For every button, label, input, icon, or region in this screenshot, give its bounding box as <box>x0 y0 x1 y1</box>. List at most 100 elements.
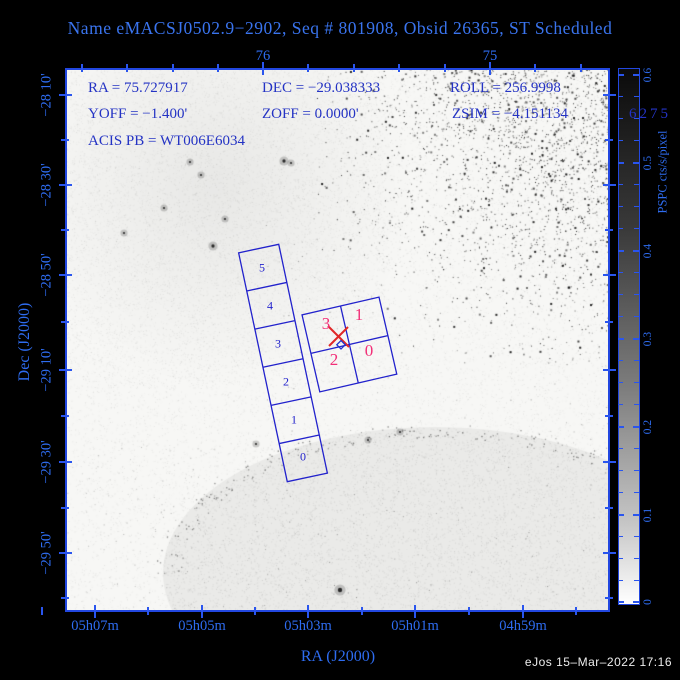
axis-tick <box>398 64 400 72</box>
axis-tick <box>217 64 219 72</box>
axis-tick <box>634 183 639 185</box>
axis-tick <box>602 461 616 463</box>
acis-s-chip-label: 5 <box>259 260 265 275</box>
param-zsim-overflow: 6275 <box>629 106 671 122</box>
y-tick-label: −29 30' <box>38 440 55 484</box>
axis-tick <box>618 514 624 516</box>
acis-i-chip-label: 3 <box>321 314 331 333</box>
axis-tick <box>254 607 256 615</box>
axis-tick <box>618 227 623 229</box>
acis-i-chip-label: 2 <box>329 350 339 369</box>
axis-tick <box>634 139 639 141</box>
axis-tick <box>618 426 624 428</box>
axis-tick <box>634 205 639 207</box>
axis-tick <box>534 64 536 72</box>
x-bottom-tick-label: 05h03m <box>284 618 332 634</box>
axis-tick <box>618 381 623 383</box>
axis-tick <box>618 315 623 317</box>
axis-tick <box>605 597 613 599</box>
axis-tick <box>634 381 639 383</box>
axis-tick <box>605 139 613 141</box>
axis-tick <box>618 250 624 252</box>
axis-tick <box>634 447 639 449</box>
colorbar <box>618 68 640 605</box>
colorbar-tick-label: 0 <box>642 599 654 605</box>
y-tick-label: −29 10' <box>38 348 55 392</box>
axis-tick <box>61 139 69 141</box>
axis-tick <box>634 161 639 163</box>
acis-s-chip-label: 2 <box>283 374 289 389</box>
param-acis-pb: ACIS PB = WT006E6034 <box>88 133 245 149</box>
y-tick-label: −28 10' <box>38 73 55 117</box>
axis-tick <box>618 535 623 537</box>
axis-tick <box>602 369 616 371</box>
colorbar-tick-label: 0.3 <box>642 331 654 347</box>
x-axis-title: RA (J2000) <box>300 648 376 665</box>
axis-tick <box>61 415 69 417</box>
axis-tick <box>634 249 639 251</box>
axis-tick <box>633 162 639 164</box>
y-tick-label: −28 30' <box>38 163 55 207</box>
axis-tick <box>605 229 613 231</box>
axis-tick <box>605 507 613 509</box>
axis-tick <box>618 403 623 405</box>
colorbar-tick-label: 0.6 <box>642 67 654 83</box>
x-bottom-tick-label: 05h01m <box>391 618 439 634</box>
axis-tick <box>618 359 623 361</box>
axis-tick <box>61 229 69 231</box>
axis-tick <box>444 64 446 72</box>
colorbar-tick-label: 0.1 <box>642 507 654 523</box>
axis-tick <box>618 95 623 97</box>
plot-title: Name eMACSJ0502.9−2902, Seq # 801908, Ob… <box>67 18 613 38</box>
axis-tick <box>618 183 623 185</box>
axis-tick <box>605 415 613 417</box>
axis-tick <box>353 64 355 72</box>
axis-tick <box>58 552 72 554</box>
axis-tick <box>634 579 639 581</box>
axis-tick <box>634 469 639 471</box>
acis-s-chip-label: 1 <box>291 412 297 427</box>
axis-tick <box>618 447 623 449</box>
axis-tick <box>634 315 639 317</box>
axis-tick <box>580 64 582 72</box>
axis-tick <box>633 74 639 76</box>
acis-s-chip-label: 3 <box>275 336 281 351</box>
axis-tick <box>602 184 616 186</box>
axis-tick <box>633 426 639 428</box>
axis-tick <box>618 74 624 76</box>
axis-tick <box>126 64 128 72</box>
axis-tick <box>307 604 309 618</box>
x-bottom-tick-label: 04h59m <box>499 618 547 634</box>
axis-tick <box>633 514 639 516</box>
axis-tick <box>618 557 623 559</box>
param-roll: ROLL = 256.9998 <box>450 80 561 96</box>
axis-tick <box>633 601 639 603</box>
axis-tick <box>618 579 623 581</box>
axis-tick <box>81 64 83 72</box>
axis-tick <box>633 250 639 252</box>
colorbar-tick-label: 0.2 <box>642 419 654 435</box>
target-diamond-icon <box>335 339 347 350</box>
axis-tick <box>58 184 72 186</box>
y-tick-label: −29 50' <box>38 531 55 575</box>
axis-tick <box>618 491 623 493</box>
axis-tick <box>634 337 639 339</box>
axis-tick <box>602 274 616 276</box>
axis-tick <box>618 117 623 119</box>
axis-tick <box>147 607 149 615</box>
acis-i-array <box>301 296 398 393</box>
x-bottom-tick-label: 05h05m <box>178 618 226 634</box>
axis-tick <box>618 271 623 273</box>
axis-tick <box>94 604 96 618</box>
axis-tick <box>618 162 624 164</box>
axis-tick <box>361 607 363 615</box>
param-dec: DEC = −29.038333 <box>262 80 381 96</box>
axis-tick <box>634 359 639 361</box>
axis-tick <box>414 604 416 618</box>
x-top-tick-label: 76 <box>255 48 271 64</box>
axis-tick <box>618 425 623 427</box>
axis-tick <box>634 271 639 273</box>
axis-tick <box>618 293 623 295</box>
